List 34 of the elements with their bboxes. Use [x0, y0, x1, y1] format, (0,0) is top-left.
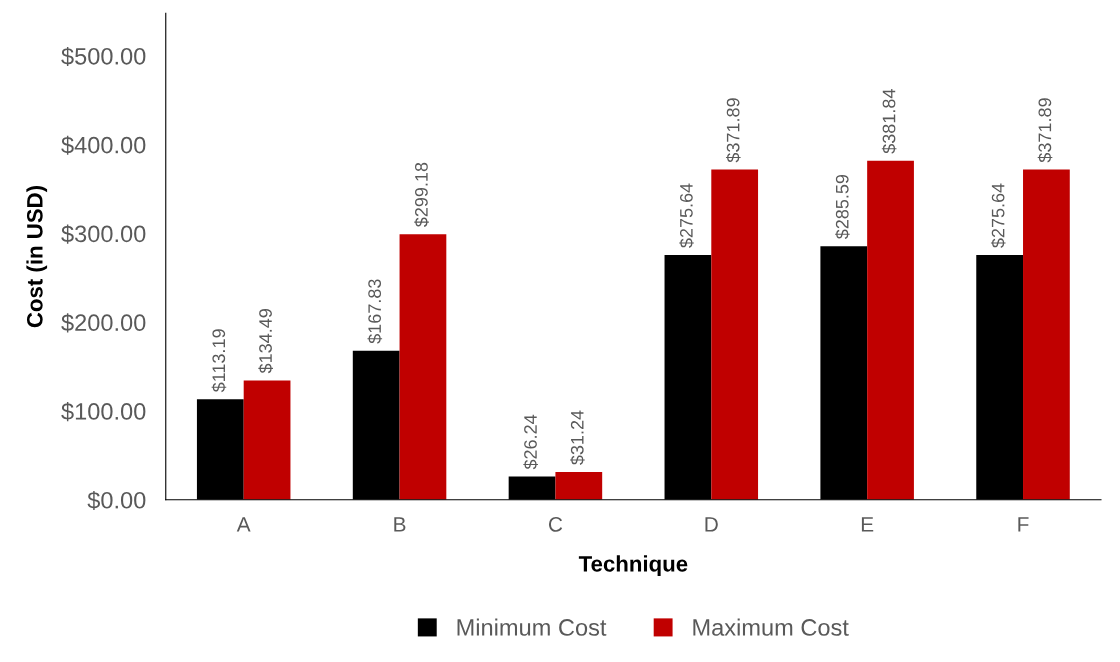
bar — [867, 160, 914, 500]
x-axis-title: Technique — [578, 555, 688, 577]
y-axis-title: Cost (in USD) — [26, 186, 48, 328]
data-label: $167.83 — [367, 279, 383, 344]
legend-label: Maximum Cost — [693, 618, 849, 636]
x-tick-label: D — [705, 517, 718, 532]
bar — [555, 472, 603, 500]
bar — [1023, 169, 1070, 500]
x-tick-label: E — [861, 517, 874, 532]
bar — [399, 234, 447, 500]
bar — [711, 169, 759, 500]
data-label: $371.89 — [1037, 98, 1053, 163]
data-label: $371.89 — [725, 98, 741, 163]
data-label: $381.84 — [881, 89, 897, 154]
x-tick-label: F — [1018, 517, 1029, 532]
y-tick-label: $100.00 — [61, 402, 146, 422]
y-tick-label: $400.00 — [61, 135, 146, 155]
legend-label: Minimum Cost — [457, 618, 607, 636]
data-label: $285.59 — [835, 174, 850, 240]
y-tick-label: $500.00 — [61, 46, 146, 67]
x-tick-label: A — [236, 517, 251, 532]
bar — [243, 380, 291, 500]
data-label: $134.49 — [258, 309, 273, 374]
data-label: $275.64 — [990, 183, 1006, 248]
x-tick-label: C — [548, 517, 563, 532]
data-label: $113.19 — [211, 329, 227, 393]
y-tick-label: $300.00 — [61, 224, 146, 244]
data-label: $26.24 — [523, 414, 538, 470]
y-tick-label: $0.00 — [87, 490, 146, 510]
data-label: $275.64 — [679, 183, 694, 248]
data-label: $31.24 — [570, 410, 585, 465]
x-tick-label: B — [394, 517, 406, 532]
y-tick-label: $200.00 — [61, 313, 146, 333]
data-label: $299.18 — [414, 162, 429, 228]
